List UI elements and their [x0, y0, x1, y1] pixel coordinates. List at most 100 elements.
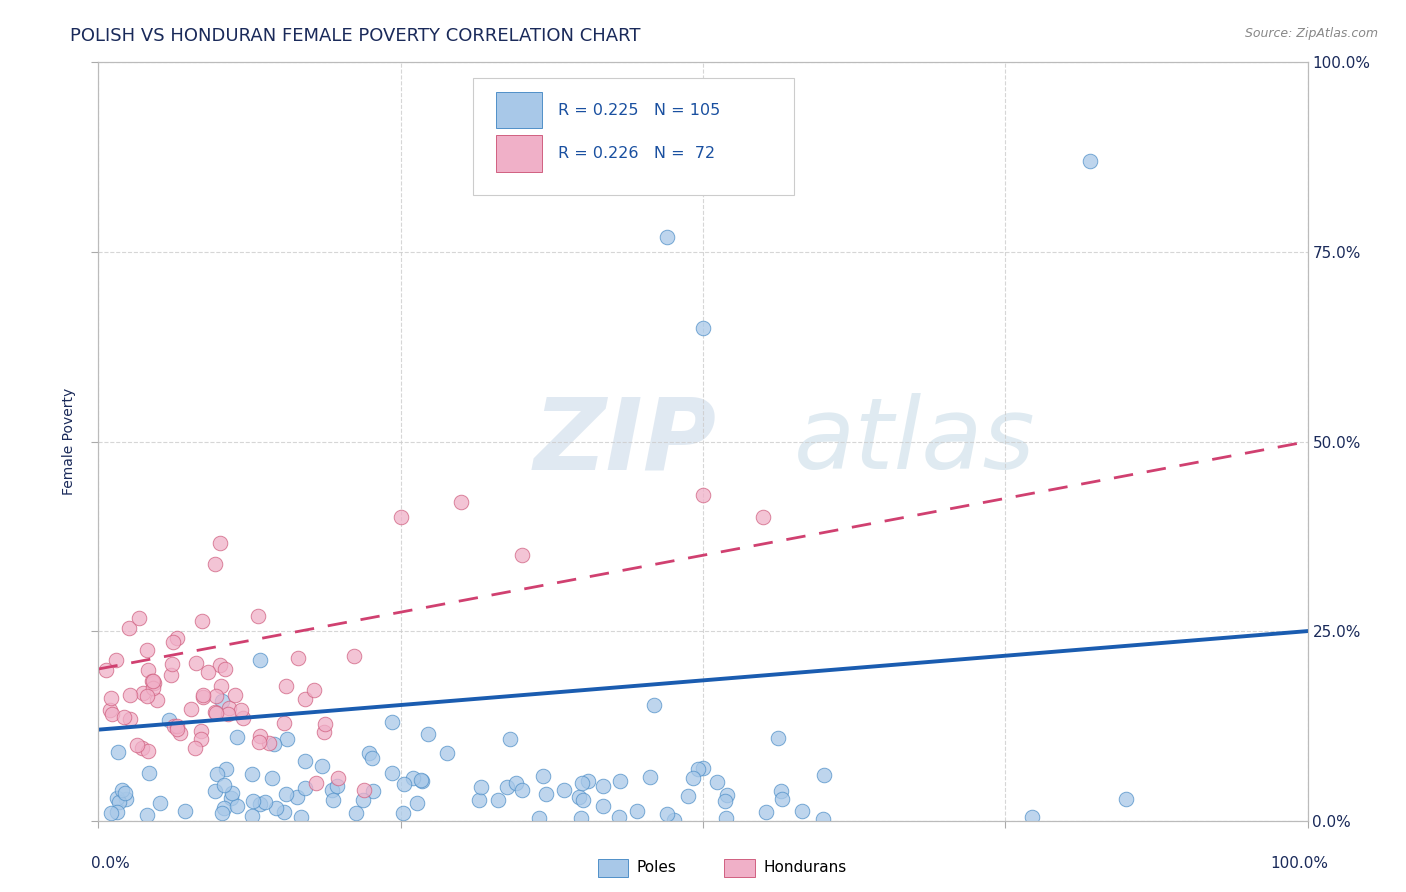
- Point: [149, 796, 172, 810]
- Point: [142, 675, 165, 690]
- Point: [418, 727, 440, 741]
- FancyBboxPatch shape: [474, 78, 793, 195]
- Point: [655, 229, 678, 244]
- Point: [813, 768, 835, 782]
- Point: [163, 719, 186, 733]
- Point: [166, 719, 188, 733]
- Text: R = 0.225   N = 105: R = 0.225 N = 105: [558, 103, 720, 118]
- Point: [204, 784, 226, 798]
- Point: [285, 790, 308, 805]
- Point: [264, 800, 287, 814]
- Text: atlas: atlas: [793, 393, 1035, 490]
- Y-axis label: Female Poverty: Female Poverty: [62, 388, 76, 495]
- Point: [392, 805, 415, 820]
- Point: [326, 779, 349, 793]
- Point: [218, 701, 240, 715]
- Point: [638, 770, 661, 784]
- Point: [107, 745, 129, 759]
- Point: [389, 510, 412, 524]
- Point: [224, 688, 246, 702]
- Point: [381, 715, 404, 730]
- Text: POLISH VS HONDURAN FEMALE POVERTY CORRELATION CHART: POLISH VS HONDURAN FEMALE POVERTY CORREL…: [70, 27, 641, 45]
- Point: [692, 761, 714, 775]
- Point: [191, 688, 214, 702]
- Point: [276, 788, 298, 802]
- Point: [499, 732, 522, 747]
- Point: [352, 792, 374, 806]
- Point: [609, 774, 631, 789]
- Point: [531, 768, 554, 782]
- Point: [159, 668, 181, 682]
- Point: [353, 783, 375, 797]
- Point: [1115, 792, 1137, 806]
- Point: [191, 615, 214, 629]
- Point: [527, 811, 550, 825]
- Point: [240, 767, 263, 781]
- Point: [162, 634, 184, 648]
- Point: [682, 771, 704, 785]
- Point: [505, 776, 527, 790]
- Point: [1021, 810, 1043, 824]
- Point: [273, 805, 295, 820]
- Point: [138, 766, 160, 780]
- Point: [553, 783, 575, 797]
- Point: [770, 792, 793, 806]
- Point: [392, 777, 415, 791]
- Point: [343, 649, 366, 664]
- Point: [214, 662, 236, 676]
- Point: [132, 686, 155, 700]
- Point: [322, 793, 344, 807]
- Point: [98, 703, 121, 717]
- Point: [197, 665, 219, 679]
- Point: [136, 744, 159, 758]
- Point: [567, 790, 589, 805]
- Point: [166, 631, 188, 645]
- Point: [191, 690, 214, 705]
- Point: [101, 706, 124, 721]
- Point: [160, 657, 183, 671]
- Point: [688, 762, 710, 776]
- Point: [205, 706, 228, 720]
- Point: [357, 746, 380, 760]
- Point: [211, 805, 233, 820]
- Point: [607, 810, 630, 824]
- Point: [249, 797, 271, 811]
- Point: [409, 772, 432, 787]
- Point: [790, 804, 813, 818]
- Point: [363, 783, 385, 797]
- Point: [571, 793, 593, 807]
- Point: [240, 808, 263, 822]
- Point: [242, 794, 264, 808]
- Text: Poles: Poles: [637, 861, 676, 875]
- Point: [205, 766, 228, 780]
- Point: [105, 653, 128, 667]
- Point: [411, 774, 433, 789]
- Point: [111, 783, 134, 797]
- Point: [190, 724, 212, 739]
- Point: [226, 798, 249, 813]
- Point: [468, 793, 491, 807]
- Point: [118, 713, 141, 727]
- Point: [257, 736, 280, 750]
- Point: [287, 651, 309, 665]
- Point: [302, 683, 325, 698]
- Point: [811, 813, 834, 827]
- Point: [571, 776, 593, 790]
- Point: [626, 804, 648, 818]
- Point: [173, 804, 195, 818]
- Point: [118, 621, 141, 635]
- Point: [128, 611, 150, 625]
- Point: [312, 725, 335, 739]
- Point: [678, 789, 700, 803]
- Point: [204, 706, 226, 720]
- Text: Hondurans: Hondurans: [763, 861, 846, 875]
- Point: [305, 776, 328, 790]
- Point: [381, 765, 404, 780]
- Point: [229, 702, 252, 716]
- Point: [184, 656, 207, 670]
- Point: [105, 805, 128, 820]
- Point: [1078, 153, 1101, 168]
- Point: [247, 735, 270, 749]
- Point: [96, 663, 118, 677]
- Point: [157, 713, 180, 727]
